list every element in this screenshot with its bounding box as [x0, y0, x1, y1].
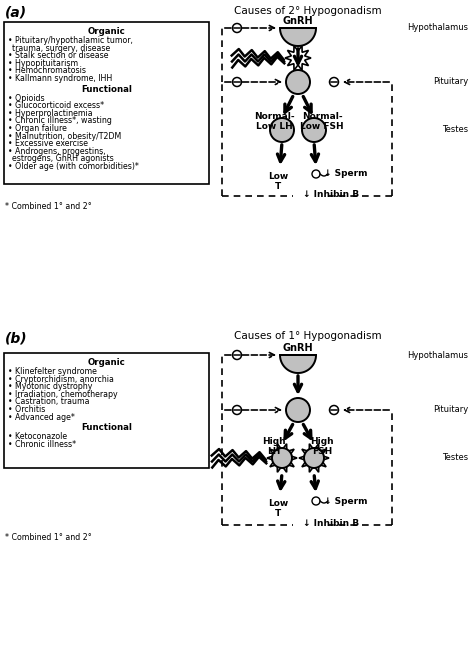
Text: • Kallmann syndrome, IHH: • Kallmann syndrome, IHH [8, 74, 112, 83]
Text: * Combined 1° and 2°: * Combined 1° and 2° [5, 533, 92, 542]
Text: ↓ Inhibin B: ↓ Inhibin B [303, 190, 359, 199]
Polygon shape [267, 444, 297, 472]
Circle shape [329, 78, 338, 87]
Text: GnRH: GnRH [283, 343, 313, 353]
Text: Normal-
Low LH: Normal- Low LH [254, 112, 294, 131]
Polygon shape [280, 28, 316, 46]
Circle shape [233, 406, 241, 415]
Text: • Ketoconazole: • Ketoconazole [8, 432, 67, 441]
Text: ↓ Inhibin B: ↓ Inhibin B [303, 519, 359, 528]
Text: • Hyperprolactinemia: • Hyperprolactinemia [8, 109, 92, 118]
Text: Causes of 2° Hypogonadism: Causes of 2° Hypogonadism [234, 6, 382, 16]
Text: • Older age (with comorbidities)*: • Older age (with comorbidities)* [8, 162, 139, 171]
Text: • Glucocorticoid excess*: • Glucocorticoid excess* [8, 101, 104, 110]
Text: Organic: Organic [88, 27, 126, 36]
Text: ↓ Sperm: ↓ Sperm [324, 497, 367, 505]
Text: Pituitary: Pituitary [433, 78, 468, 87]
Bar [4, 353, 209, 468]
Circle shape [233, 23, 241, 33]
Text: • Advanced age*: • Advanced age* [8, 413, 75, 422]
Text: Hypothalamus: Hypothalamus [407, 23, 468, 33]
Text: Organic: Organic [88, 358, 126, 367]
Text: • Myotonic dystrophy: • Myotonic dystrophy [8, 382, 92, 391]
Text: * Combined 1° and 2°: * Combined 1° and 2° [5, 202, 92, 211]
Text: • Androgens, progestins,: • Androgens, progestins, [8, 147, 106, 156]
Text: • Hemochromatosis: • Hemochromatosis [8, 67, 86, 76]
Circle shape [312, 497, 320, 505]
Circle shape [286, 398, 310, 422]
Polygon shape [280, 355, 316, 373]
Text: (b): (b) [5, 331, 27, 345]
Circle shape [270, 118, 294, 142]
Text: Hypothalamus: Hypothalamus [407, 351, 468, 359]
Circle shape [272, 448, 292, 468]
Text: High
LH: High LH [262, 437, 286, 456]
Circle shape [233, 351, 241, 359]
Circle shape [304, 448, 324, 468]
Bar [4, 22, 209, 184]
Text: • Hypopituitarism: • Hypopituitarism [8, 59, 78, 68]
Text: Functional: Functional [81, 423, 132, 432]
Circle shape [312, 170, 320, 178]
Circle shape [302, 118, 326, 142]
Polygon shape [285, 46, 311, 70]
Text: Functional: Functional [81, 85, 132, 94]
Polygon shape [299, 444, 329, 472]
Text: • Stalk section or disease: • Stalk section or disease [8, 52, 109, 60]
Text: trauma, surgery, disease: trauma, surgery, disease [12, 44, 110, 53]
Circle shape [233, 78, 241, 87]
Text: Testes: Testes [442, 125, 468, 134]
Text: • Orchitis: • Orchitis [8, 405, 46, 414]
Text: Testes: Testes [442, 454, 468, 462]
Text: • Irradiation, chemotherapy: • Irradiation, chemotherapy [8, 390, 118, 399]
Circle shape [286, 70, 310, 94]
Text: • Opioids: • Opioids [8, 94, 45, 102]
Text: • Castration, trauma: • Castration, trauma [8, 398, 90, 406]
Text: (a): (a) [5, 6, 27, 20]
Text: ↓ Sperm: ↓ Sperm [324, 170, 367, 179]
Text: • Malnutrition, obesity/T2DM: • Malnutrition, obesity/T2DM [8, 132, 121, 141]
Text: Low
T: Low T [268, 172, 288, 190]
Text: Normal-
Low FSH: Normal- Low FSH [300, 112, 344, 131]
Text: estrogens, GnRH agonists: estrogens, GnRH agonists [12, 155, 114, 164]
Text: Causes of 1° Hypogonadism: Causes of 1° Hypogonadism [234, 331, 382, 341]
Text: GnRH: GnRH [283, 16, 313, 26]
Text: • Cryptorchidism, anorchia: • Cryptorchidism, anorchia [8, 375, 114, 383]
Text: • Pituitary/hypothalamic tumor,: • Pituitary/hypothalamic tumor, [8, 36, 133, 45]
Text: • Chronic illness*: • Chronic illness* [8, 440, 76, 449]
Circle shape [329, 406, 338, 415]
Text: • Organ failure: • Organ failure [8, 124, 67, 133]
Text: Low
T: Low T [268, 499, 288, 518]
Text: • Chronic illness*, wasting: • Chronic illness*, wasting [8, 117, 112, 125]
Text: • Excessive exercise: • Excessive exercise [8, 139, 88, 148]
Text: High
FSH: High FSH [310, 437, 334, 456]
Text: Pituitary: Pituitary [433, 406, 468, 415]
Text: • Klinefelter syndrome: • Klinefelter syndrome [8, 367, 97, 376]
